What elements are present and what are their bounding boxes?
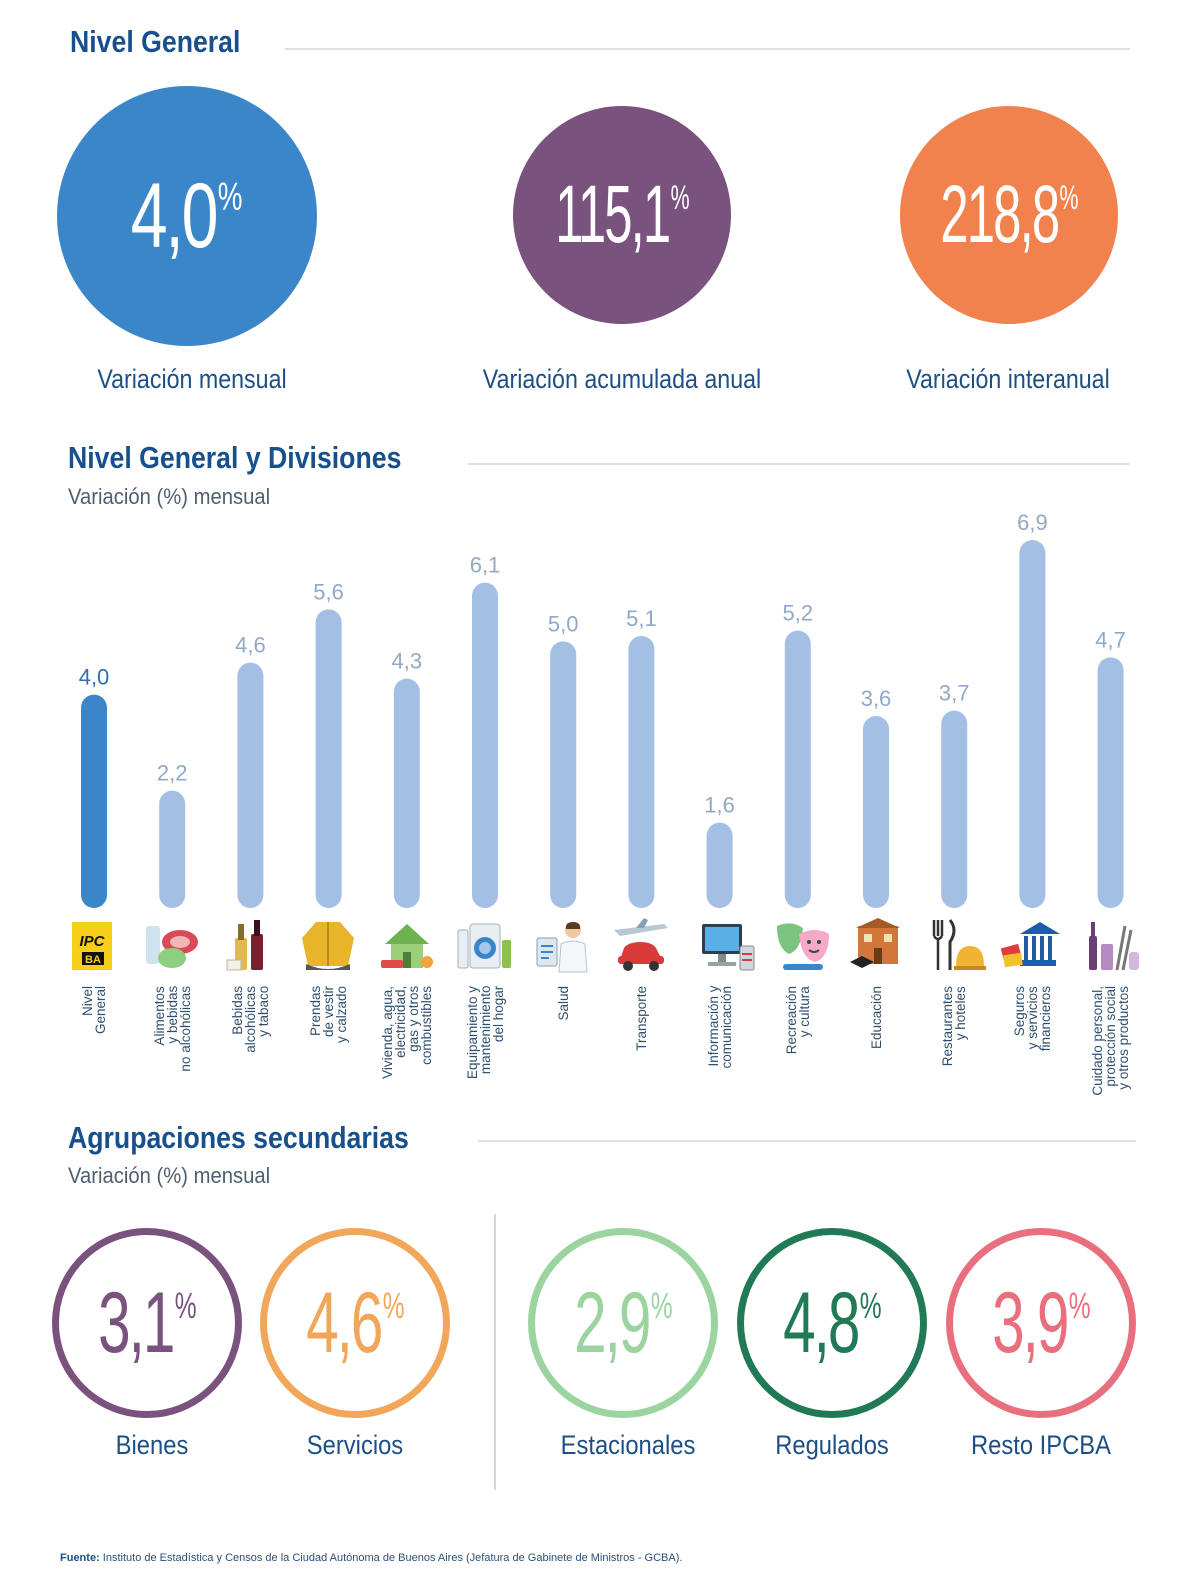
bar-10 [863, 716, 889, 908]
estacionales-label: Estacionales [560, 1430, 696, 1460]
bar-value-label: 6,9 [1017, 510, 1048, 535]
house-icon [381, 924, 433, 968]
transport-icon [614, 918, 668, 971]
category-label: Restaurantes y hoteles [940, 986, 969, 1067]
bar-2 [237, 662, 264, 908]
source-footer: Fuente: Instituto de Estadística y Censo… [60, 1552, 682, 1564]
cumulative-variation-value: 115,1% [554, 169, 690, 260]
bottles-icon [226, 920, 263, 971]
bar-6 [550, 641, 577, 908]
bar-7 [628, 636, 655, 908]
bar-value-label: 3,6 [861, 686, 892, 711]
bar-value-label: 4,6 [235, 633, 266, 658]
category-label: Educación [868, 986, 884, 1050]
resto-ipcba-label: Resto IPCBA [971, 1430, 1111, 1460]
ipc-ba-logo-icon: IPC BA [72, 922, 112, 970]
bar-value-label: 2,2 [157, 761, 188, 786]
bar-1 [159, 790, 186, 908]
title-rule [468, 463, 1130, 465]
bar-value-label: 5,0 [548, 611, 579, 636]
resto-ipcba-ring: 3,9% [946, 1228, 1136, 1418]
theatre-masks-icon [777, 923, 829, 970]
title-rule [285, 48, 1130, 50]
bar-0 [81, 694, 107, 908]
divisions-bar-chart: 4,0 2,2 4,6 5,6 4,3 6,1 5,0 5,1 1,6 5,2 3,6 3,7 6,9 4… [79, 510, 1126, 908]
agrupaciones-title: Agrupaciones secundarias [68, 1120, 409, 1155]
monthly-variation-label: Variación mensual [97, 364, 287, 394]
category-label: Prendas de vestir y calzado [308, 986, 350, 1044]
bar-5 [472, 582, 498, 908]
bar-3 [315, 609, 342, 908]
divisiones-subtitle: Variación (%) mensual [68, 484, 271, 509]
category-label: Transporte [633, 986, 649, 1051]
bar-4 [393, 678, 420, 908]
division-icons-row: IPC BA [0, 916, 1200, 980]
divisiones-title: Nivel General y Divisiones [68, 440, 402, 475]
interannual-variation-circle: 218,8% [900, 106, 1118, 324]
food-icon [146, 926, 198, 968]
group-divider [494, 1214, 496, 1490]
doctor-icon [536, 922, 588, 973]
source-text: Instituto de Estadística y Censos de la … [102, 1552, 683, 1564]
cumulative-variation-label: Variación acumulada anual [482, 364, 762, 394]
jacket-icon [302, 922, 354, 970]
personal-care-icon [1089, 922, 1139, 971]
bienes-ring: 3,1% [52, 1228, 242, 1418]
bar-value-label: 5,1 [626, 606, 657, 631]
category-label: Recreación y cultura [783, 986, 812, 1055]
bar-value-label: 4,3 [392, 649, 423, 674]
bar-value-label: 6,1 [470, 553, 501, 578]
interannual-variation-label: Variación interanual [906, 364, 1110, 394]
bienes-value: 3,1% [97, 1275, 197, 1371]
bar-8 [706, 822, 733, 908]
svg-text:BA: BA [85, 954, 101, 966]
regulados-value: 4,8% [782, 1275, 882, 1371]
estacionales-ring: 2,9% [528, 1228, 718, 1418]
category-label: Nivel General [80, 986, 108, 1035]
bar-value-label: 4,7 [1095, 627, 1126, 652]
svg-text:IPC: IPC [79, 933, 105, 950]
washing-machine-icon [457, 923, 511, 969]
restaurant-icon [932, 919, 986, 970]
category-label: Cuidado personal, protección social y ot… [1090, 986, 1132, 1096]
servicios-ring: 4,6% [260, 1228, 450, 1418]
category-label: Información y comunicación [705, 986, 734, 1069]
bar-13 [1097, 657, 1124, 908]
category-label: Salud [555, 986, 571, 1021]
school-icon [850, 918, 900, 968]
regulados-label: Regulados [775, 1430, 889, 1460]
source-label: Fuente: [60, 1552, 100, 1564]
monthly-variation-value: 4,0% [131, 165, 243, 267]
regulados-ring: 4,8% [737, 1228, 927, 1418]
monthly-variation-circle: 4,0% [57, 86, 317, 346]
resto-ipcba-value: 3,9% [991, 1275, 1091, 1371]
bar-value-label: 5,2 [783, 601, 814, 626]
bank-icon [1000, 922, 1060, 968]
servicios-label: Servicios [306, 1430, 404, 1460]
estacionales-value: 2,9% [573, 1275, 673, 1371]
category-label: Bebidas alcohólicas y tabaco [229, 986, 271, 1053]
bar-value-label: 4,0 [79, 665, 110, 690]
nivel-general-title: Nivel General [70, 24, 241, 59]
interannual-variation-value: 218,8% [939, 169, 1079, 260]
bar-9 [784, 630, 811, 908]
bar-value-label: 3,7 [939, 681, 970, 706]
servicios-value: 4,6% [305, 1275, 405, 1371]
agrupaciones-subtitle: Variación (%) mensual [68, 1163, 271, 1188]
category-label: Seguros y servicios financieros [1011, 986, 1053, 1052]
computer-icon [702, 924, 755, 971]
bar-value-label: 5,6 [313, 579, 344, 604]
division-category-labels: Nivel General Alimentos y bebidas no alco… [0, 986, 1200, 1098]
category-label: Vivienda, agua, electricidad, gas y otro… [379, 986, 434, 1079]
bar-11 [941, 710, 968, 908]
cumulative-variation-circle: 115,1% [513, 106, 731, 324]
bar-12 [1019, 540, 1046, 908]
title-rule [478, 1140, 1136, 1142]
bar-value-label: 1,6 [704, 793, 735, 818]
category-label: Alimentos y bebidas no alcohólicas [151, 986, 193, 1072]
category-label: Equipamiento y mantenimiento del hogar [464, 986, 506, 1080]
bienes-label: Bienes [115, 1430, 189, 1460]
